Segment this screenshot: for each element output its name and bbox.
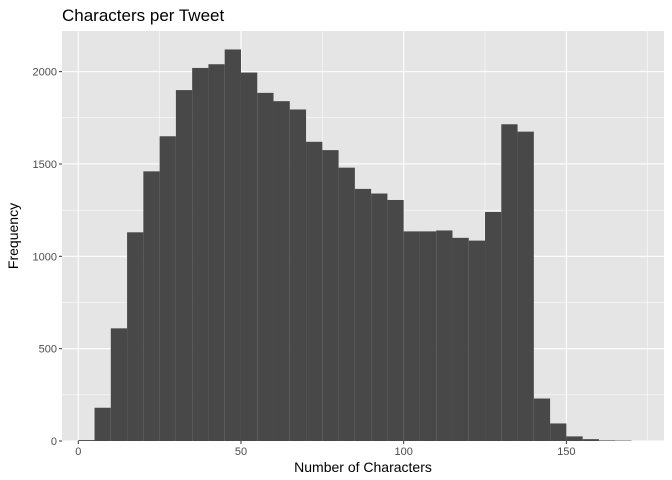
histogram-bar: [94, 407, 111, 441]
histogram-bar: [110, 328, 128, 441]
histogram-bars: [78, 49, 632, 442]
y-tick-label: 0: [51, 436, 57, 448]
x-axis-title: Number of Characters: [294, 459, 432, 475]
histogram-bar: [192, 67, 209, 441]
histogram-bar: [338, 167, 355, 441]
histogram-bar: [306, 141, 323, 442]
histogram-bar: [240, 72, 258, 442]
histogram-bar: [273, 101, 290, 442]
histogram-bar: [78, 440, 95, 441]
histogram-bar: [289, 109, 307, 441]
histogram-bar: [436, 230, 453, 441]
histogram-bar: [403, 231, 420, 441]
y-tick-label: 500: [39, 344, 57, 356]
histogram-bar: [159, 136, 176, 441]
y-axis: 0 500 1000 1500 2000: [33, 67, 62, 448]
histogram-bar: [501, 124, 518, 442]
histogram-bar: [533, 398, 551, 441]
histogram-bar: [550, 423, 567, 441]
x-tick-label: 150: [557, 446, 575, 458]
histogram-bar: [127, 232, 144, 441]
histogram-bar: [452, 237, 469, 441]
histogram-bar: [387, 199, 404, 441]
chart-title: Characters per Tweet: [62, 6, 224, 25]
histogram-bar: [419, 231, 437, 441]
histogram-bar: [468, 240, 486, 441]
y-axis-title: Frequency: [5, 203, 21, 269]
y-tick-label: 1500: [33, 159, 57, 171]
histogram-bar: [322, 150, 339, 441]
x-tick-label: 0: [75, 446, 81, 458]
x-tick-label: 100: [394, 446, 412, 458]
histogram-bar: [517, 131, 534, 442]
histogram-bar: [598, 440, 616, 441]
histogram-bar: [582, 439, 599, 441]
histogram-bar: [371, 193, 388, 441]
histogram-bar: [257, 92, 274, 441]
histogram-bar: [566, 436, 583, 441]
histogram-bar: [175, 90, 193, 442]
x-axis: 0 50 100 150: [75, 441, 576, 458]
histogram-bar: [143, 171, 160, 442]
y-tick-label: 2000: [33, 67, 57, 79]
y-tick-label: 1000: [33, 251, 57, 263]
x-tick-label: 50: [235, 446, 247, 458]
histogram-bar: [354, 188, 372, 441]
histogram-bar: [208, 64, 225, 442]
histogram-bar: [224, 49, 241, 441]
histogram-bar: [485, 211, 502, 441]
